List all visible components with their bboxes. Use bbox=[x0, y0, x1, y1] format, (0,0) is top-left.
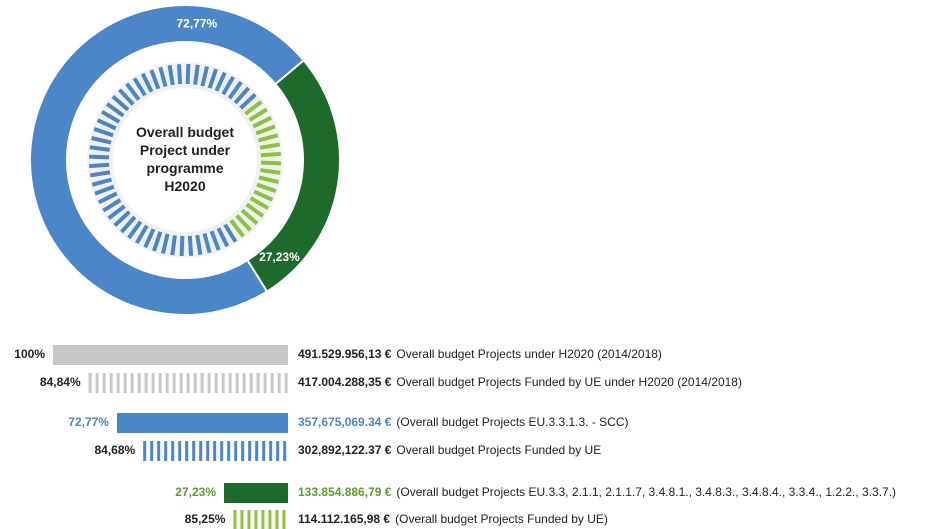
inner-dash bbox=[88, 154, 110, 160]
inner-dash bbox=[255, 124, 276, 136]
inner-dash bbox=[260, 151, 281, 158]
inner-dash bbox=[111, 95, 130, 112]
bar bbox=[224, 483, 288, 503]
inner-dash bbox=[132, 77, 147, 97]
center-disc bbox=[113, 88, 257, 232]
inner-dash bbox=[239, 93, 257, 110]
inner-dash bbox=[214, 71, 227, 92]
amount-label: 114.112.165,98 € bbox=[298, 512, 390, 526]
inner-dash bbox=[202, 232, 212, 254]
inner-dash bbox=[100, 110, 121, 124]
percent-label: 27,23% bbox=[175, 485, 216, 499]
inner-dash bbox=[127, 220, 143, 240]
inner-dash bbox=[97, 191, 118, 205]
inner-dash bbox=[195, 234, 203, 256]
inner-dash bbox=[227, 80, 243, 100]
bar bbox=[116, 413, 288, 433]
percent-label: 84,68% bbox=[94, 443, 135, 457]
inner-dash bbox=[93, 127, 114, 138]
amount-label: 491.529.956,13 € bbox=[298, 347, 392, 361]
inner-dash bbox=[248, 107, 268, 122]
inner-dash bbox=[89, 170, 111, 178]
inner-dash bbox=[143, 228, 156, 249]
inner-dash bbox=[179, 235, 185, 257]
inner-dash bbox=[176, 64, 183, 85]
inner-dash bbox=[89, 145, 110, 152]
inner-dash bbox=[120, 215, 137, 234]
inner-dash bbox=[235, 214, 252, 232]
amount-label: 133.854.886,79 € bbox=[298, 485, 392, 499]
inner-dash bbox=[187, 235, 194, 256]
inner-dash bbox=[149, 69, 161, 90]
description: Overall budget Projects Funded by UE bbox=[396, 443, 601, 457]
inner-dash bbox=[193, 64, 200, 85]
description: (Overall budget Projects Funded by UE) bbox=[395, 512, 608, 526]
inner-dash bbox=[223, 223, 238, 243]
inner-dash bbox=[89, 162, 110, 169]
inner-dash bbox=[107, 204, 126, 220]
inner-dash bbox=[257, 133, 279, 143]
inner-dash bbox=[170, 235, 177, 256]
inner-dash bbox=[96, 118, 117, 131]
percent-label: 84,84% bbox=[40, 375, 81, 389]
inner-dash bbox=[259, 142, 281, 150]
inner-dash bbox=[216, 227, 230, 248]
description: Overall budget Projects under H2020 (201… bbox=[396, 347, 662, 361]
inner-dash bbox=[256, 182, 277, 193]
description: (Overall budget Projects EU.3.3.1.3. - S… bbox=[396, 415, 628, 429]
inner-dash bbox=[260, 160, 282, 166]
inner-dash-ring bbox=[88, 63, 282, 257]
inner-dash bbox=[140, 72, 154, 93]
inner-dash bbox=[135, 224, 149, 245]
donut-segment bbox=[246, 58, 341, 293]
inner-dash bbox=[252, 115, 273, 129]
inner-dash bbox=[113, 210, 131, 227]
inner-dash bbox=[161, 233, 170, 254]
inner-dash bbox=[253, 189, 274, 202]
donut-segment bbox=[29, 4, 306, 316]
amount-label: 302,892,122.37 € bbox=[298, 443, 392, 457]
inner-dash bbox=[249, 196, 270, 210]
inner-dash bbox=[91, 177, 113, 187]
inner-dash bbox=[233, 86, 250, 105]
inner-dash bbox=[221, 75, 235, 96]
percent-label: 100% bbox=[14, 347, 45, 361]
inner-dash bbox=[229, 219, 245, 238]
amount-label: 417.004.288,35 € bbox=[298, 375, 392, 389]
donut-label: 27,23% bbox=[259, 250, 300, 264]
description: Overall budget Projects Funded by UE und… bbox=[396, 375, 742, 389]
inner-dash bbox=[244, 100, 263, 116]
inner-dash bbox=[167, 64, 175, 86]
inner-dash bbox=[200, 66, 209, 87]
inner-dash bbox=[152, 231, 163, 252]
inner-dash bbox=[209, 230, 221, 251]
inner-dash bbox=[94, 184, 115, 196]
inner-dash bbox=[258, 175, 279, 184]
amount-label: 357,675,069.34 € bbox=[298, 415, 392, 429]
inner-dash bbox=[125, 82, 141, 101]
inner-dash bbox=[260, 168, 281, 175]
inner-dash bbox=[240, 208, 259, 225]
description: (Overall budget Projects EU.3.3, 2.1.1, … bbox=[396, 485, 896, 499]
percent-label: 85,25% bbox=[185, 512, 226, 526]
inner-dash bbox=[158, 66, 168, 88]
inner-dash bbox=[118, 88, 135, 106]
percent-label: 72,77% bbox=[68, 415, 109, 429]
donut-title: Overall budget Project under programme H202… bbox=[136, 124, 234, 194]
inner-dash bbox=[185, 63, 191, 85]
bar bbox=[53, 345, 288, 365]
inner-dash bbox=[91, 136, 112, 145]
inner-dash bbox=[102, 198, 122, 213]
inner-dash bbox=[207, 68, 218, 89]
inner-dash bbox=[245, 202, 265, 218]
inner-dash bbox=[105, 102, 125, 118]
donut-label: 72,77% bbox=[177, 17, 218, 31]
